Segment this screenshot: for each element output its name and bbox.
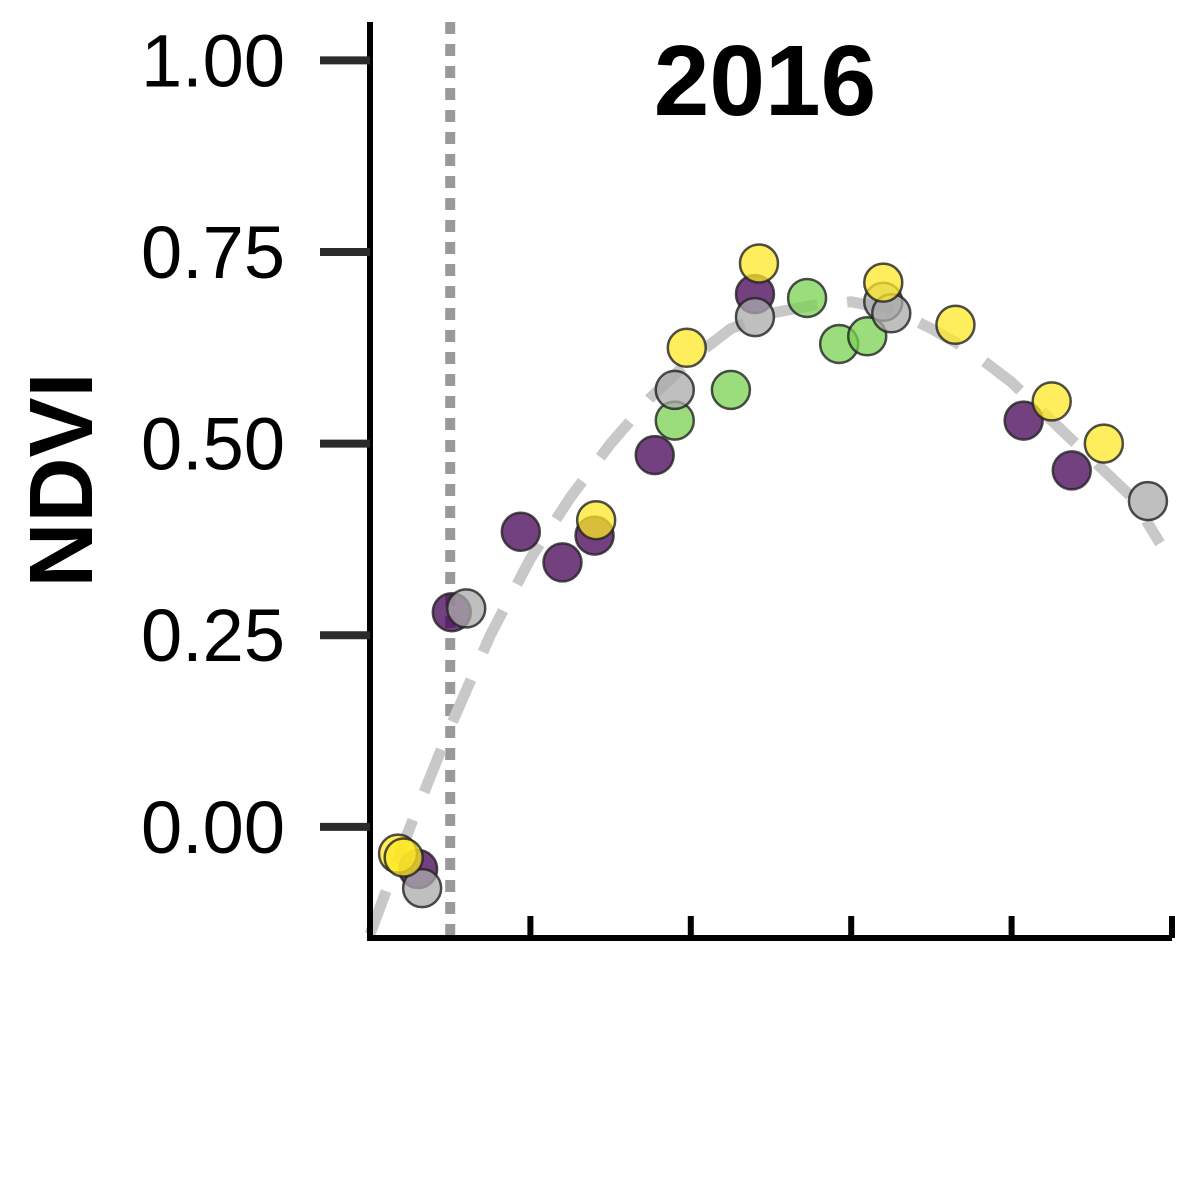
- series-1: [654, 277, 888, 441]
- data-point: [1083, 423, 1125, 464]
- y-axis-label: NDVI: [12, 372, 112, 587]
- series-2: [401, 281, 1169, 909]
- data-point: [710, 369, 752, 411]
- data-point: [1051, 450, 1092, 491]
- data-point: [666, 327, 708, 369]
- y-tick-label: 0.25: [141, 594, 285, 677]
- data-point: [383, 837, 424, 878]
- data-points-layer: [377, 243, 1169, 909]
- y-tick-label: 0.00: [141, 786, 285, 869]
- y-tick-label: 0.50: [141, 403, 285, 486]
- y-tick-label: 0.75: [141, 211, 285, 294]
- data-point: [1031, 381, 1072, 422]
- axes-layer: 0.00 0.25 0.50 0.75 1.00: [141, 19, 1175, 941]
- data-point: [445, 588, 487, 629]
- data-point: [863, 262, 904, 303]
- data-point: [634, 434, 675, 476]
- data-point: [1003, 400, 1044, 441]
- data-point: [575, 499, 617, 541]
- data-point: [654, 369, 696, 411]
- data-point: [542, 542, 583, 583]
- series-3: [377, 243, 1125, 878]
- data-point: [1127, 480, 1169, 522]
- data-point: [500, 511, 542, 552]
- data-point: [734, 296, 776, 338]
- data-point: [401, 867, 443, 909]
- data-point: [738, 243, 780, 284]
- y-tick-label: 1.00: [141, 19, 285, 102]
- chart-title: 2016: [654, 25, 876, 137]
- data-point: [786, 277, 828, 319]
- data-point: [935, 304, 976, 346]
